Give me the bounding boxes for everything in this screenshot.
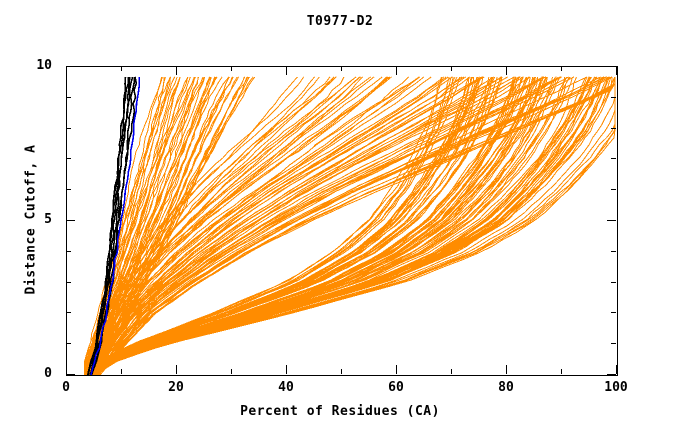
reference-curve-blue: [90, 76, 141, 375]
axis-tick: [611, 128, 616, 129]
data-curve: [88, 76, 530, 375]
axis-tick: [341, 66, 342, 71]
axis-tick: [561, 369, 562, 374]
axis-tick: [611, 282, 616, 283]
axis-tick: [66, 251, 71, 252]
data-curve: [91, 76, 616, 375]
axis-tick: [607, 220, 616, 221]
data-curve: [94, 76, 544, 375]
x-tick-label: 60: [388, 380, 404, 395]
data-curve: [85, 76, 392, 375]
x-tick-label: 20: [168, 380, 184, 395]
data-curve: [90, 76, 141, 375]
data-curve: [88, 76, 547, 375]
axis-tick: [66, 220, 75, 221]
data-curve: [88, 76, 453, 375]
axis-tick: [176, 365, 177, 374]
data-curve: [96, 76, 570, 375]
axis-tick: [616, 365, 617, 374]
data-curve: [85, 76, 391, 375]
axis-tick: [611, 97, 616, 98]
axis-tick: [607, 66, 616, 67]
axis-tick: [506, 365, 507, 374]
axis-tick: [607, 374, 616, 375]
data-curve: [84, 76, 461, 375]
axis-tick: [121, 369, 122, 374]
axis-tick: [66, 66, 67, 75]
axis-tick: [286, 66, 287, 75]
data-curve: [87, 76, 534, 375]
data-curve: [92, 76, 520, 375]
data-curve: [86, 76, 420, 375]
data-curve: [84, 76, 452, 375]
axis-tick: [396, 365, 397, 374]
y-tick-label: 10: [36, 58, 52, 73]
chart-title: T0977-D2: [306, 14, 374, 29]
axis-tick: [66, 189, 71, 190]
data-curve: [85, 76, 470, 375]
data-curve: [90, 76, 566, 375]
axis-tick: [231, 66, 232, 71]
axis-tick: [561, 66, 562, 71]
data-curve: [94, 76, 616, 375]
prediction-curves-high-accuracy: [84, 76, 616, 375]
data-curve: [87, 76, 409, 375]
data-curve: [84, 76, 442, 375]
y-tick-label: 0: [44, 366, 52, 381]
data-curve: [88, 76, 544, 375]
plot-frame: [66, 66, 618, 376]
data-curve: [89, 76, 470, 375]
axis-tick: [66, 158, 71, 159]
x-axis-label: Percent of Residues (CA): [240, 404, 440, 419]
axis-tick: [66, 66, 75, 67]
axis-tick: [611, 312, 616, 313]
axis-tick: [506, 66, 507, 75]
data-curve: [85, 76, 389, 375]
axis-tick: [66, 97, 71, 98]
data-curve: [87, 76, 432, 375]
x-tick-label: 100: [604, 380, 628, 395]
axis-tick: [341, 369, 342, 374]
data-curve: [87, 76, 447, 375]
axis-tick: [611, 251, 616, 252]
axis-tick: [231, 369, 232, 374]
axis-tick: [66, 312, 71, 313]
data-curve: [92, 76, 503, 375]
data-curve: [85, 76, 498, 375]
data-curve: [84, 76, 361, 375]
y-axis-label: Distance Cutoff, A: [23, 144, 39, 295]
data-curve: [99, 76, 616, 375]
axis-tick: [66, 282, 71, 283]
y-tick-label: 5: [44, 212, 52, 227]
plot-canvas: [84, 76, 616, 375]
x-tick-label: 80: [498, 380, 514, 395]
axis-tick: [611, 158, 616, 159]
data-curve: [85, 76, 420, 375]
axis-tick: [611, 189, 616, 190]
data-curve: [91, 76, 612, 375]
prediction-curves-mid-accuracy: [84, 76, 616, 375]
data-curve: [86, 76, 494, 375]
axis-tick: [66, 128, 71, 129]
axis-tick: [66, 343, 71, 344]
axis-tick: [451, 369, 452, 374]
data-curve: [90, 76, 484, 375]
axis-tick: [66, 374, 75, 375]
data-curve: [90, 76, 592, 375]
axis-tick: [451, 66, 452, 71]
axis-tick: [176, 66, 177, 75]
x-tick-label: 0: [62, 380, 70, 395]
axis-tick: [611, 343, 616, 344]
data-curve: [86, 76, 520, 375]
axis-tick: [396, 66, 397, 75]
axis-tick: [66, 365, 67, 374]
data-curve: [92, 76, 616, 375]
axis-tick: [121, 66, 122, 71]
axis-tick: [616, 66, 617, 75]
x-tick-label: 40: [278, 380, 294, 395]
axis-tick: [286, 365, 287, 374]
data-curve: [88, 76, 462, 375]
